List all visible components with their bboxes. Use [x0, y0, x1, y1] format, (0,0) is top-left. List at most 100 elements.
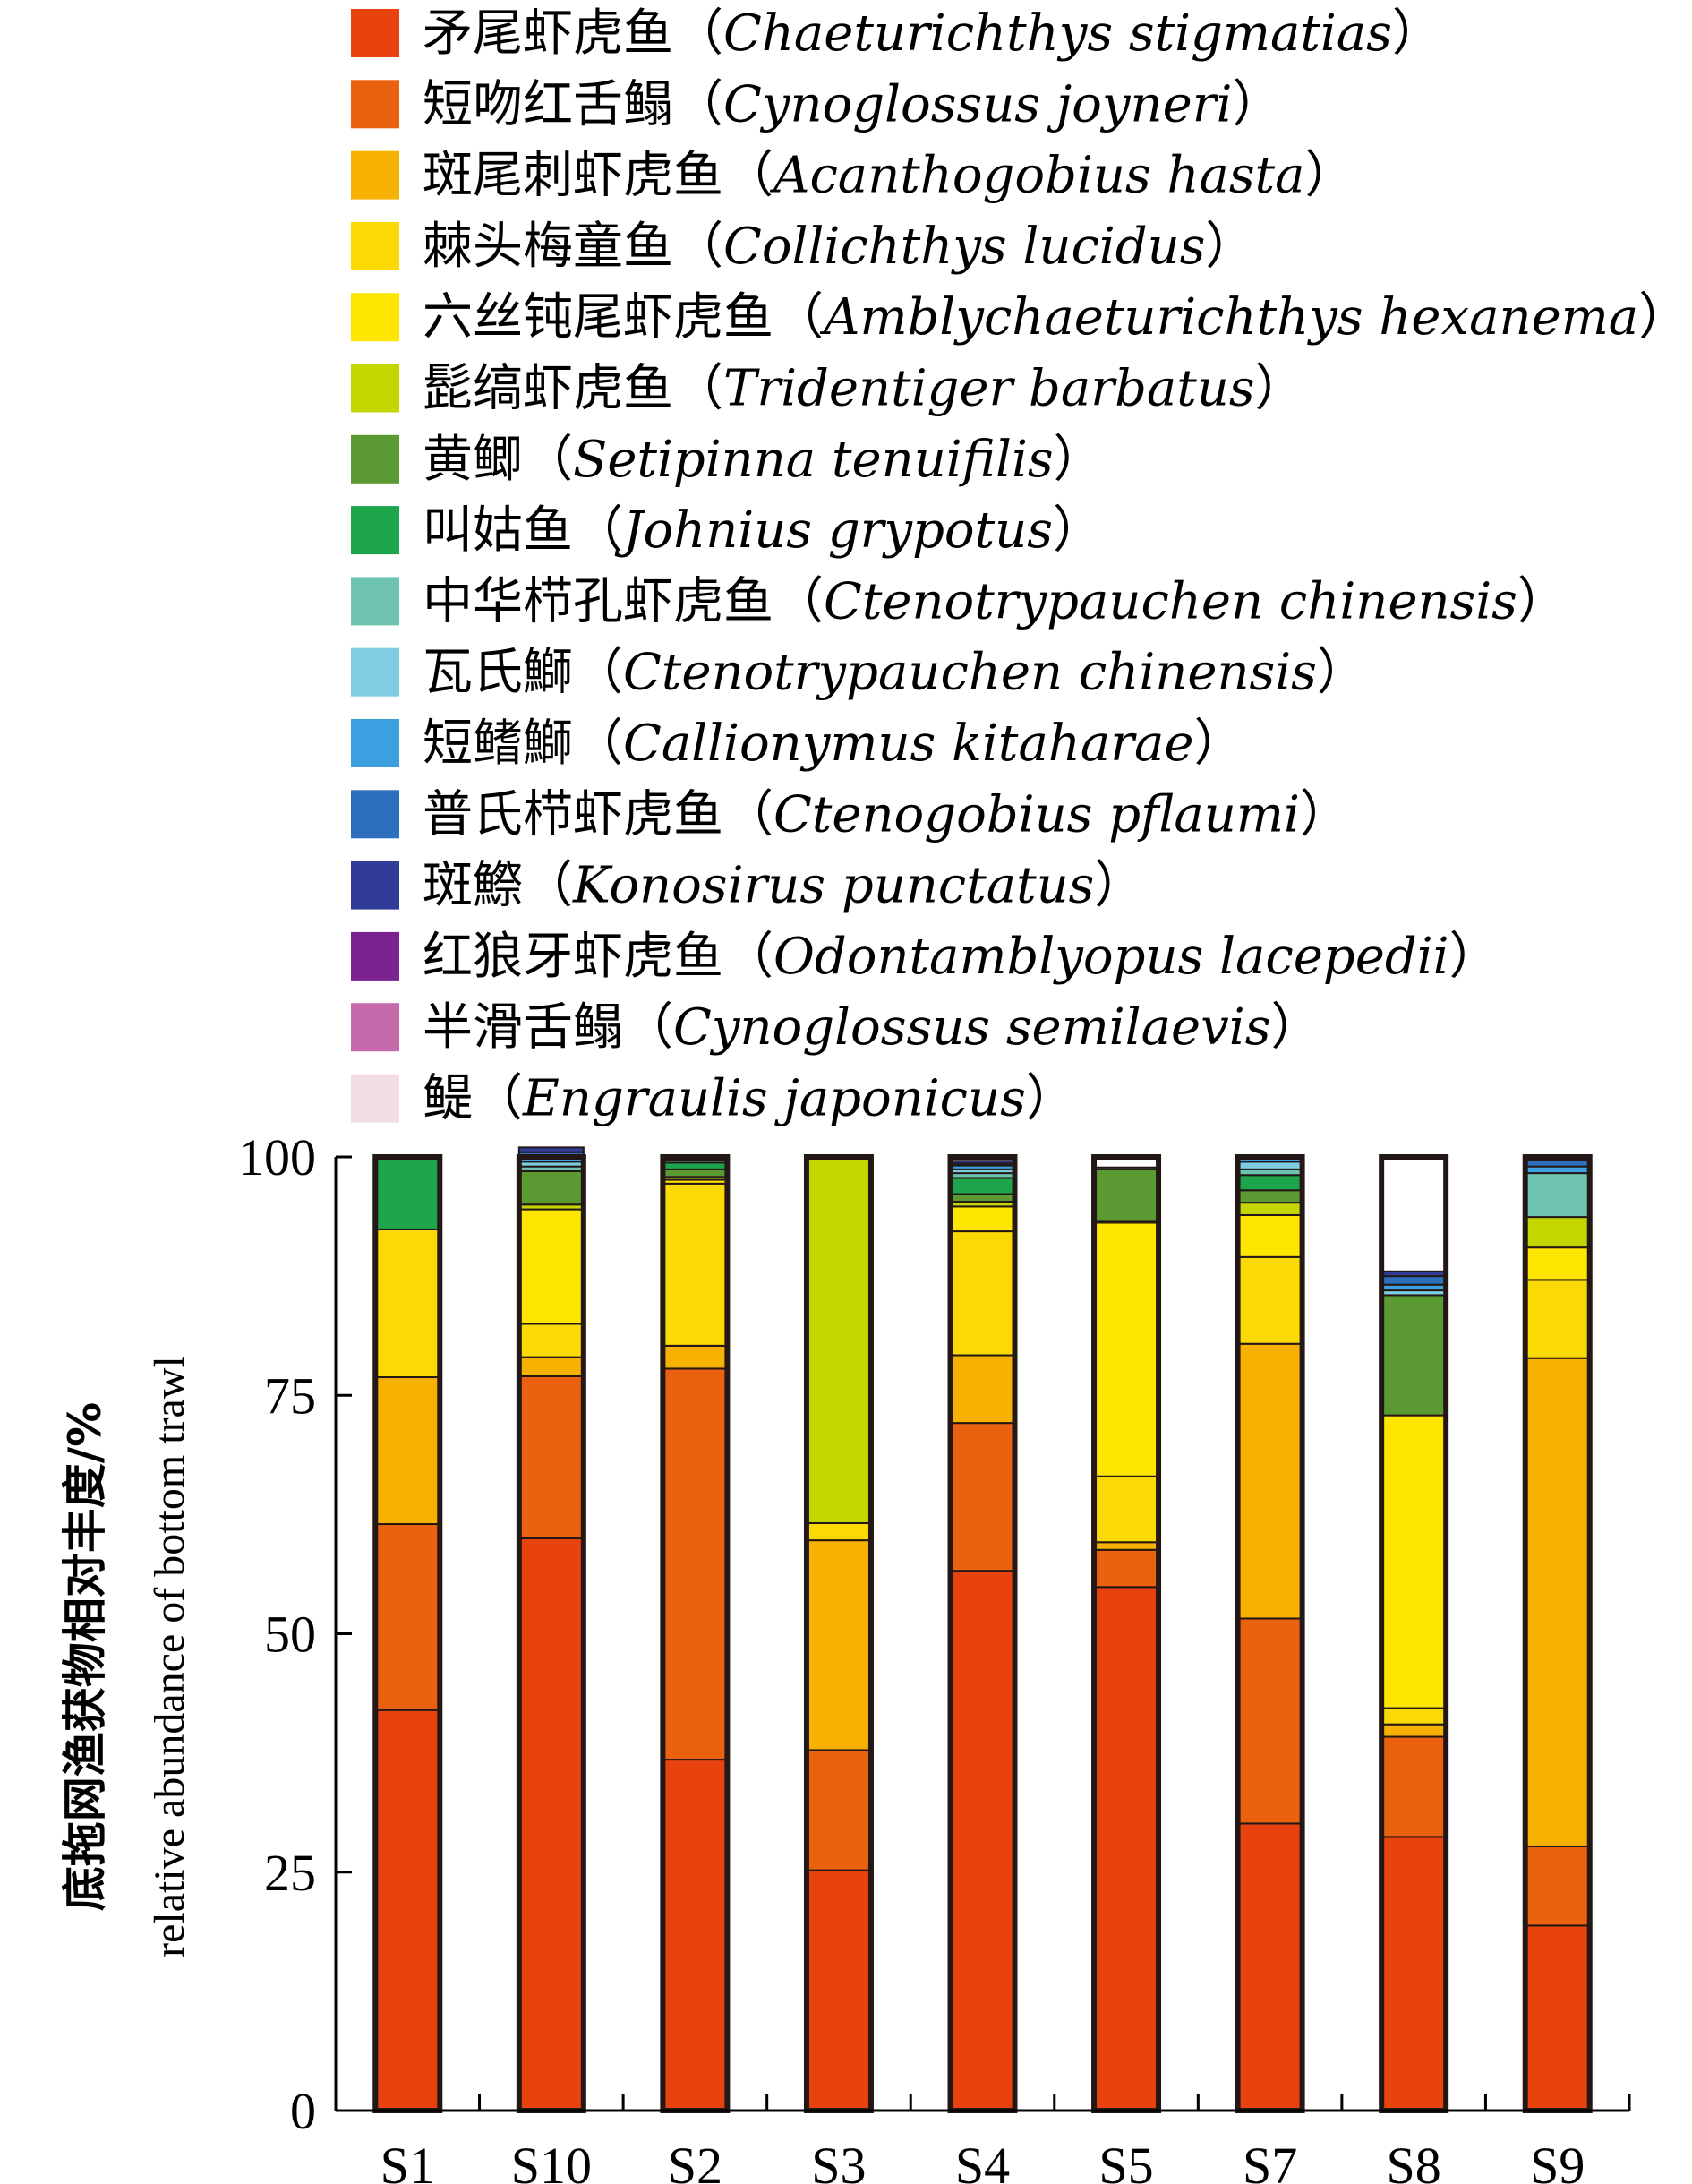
- legend-item: 髭缟虾虎鱼（Tridentiger barbatus）: [351, 360, 1305, 418]
- bar-segment: [1524, 1172, 1591, 1219]
- legend-label: 半滑舌鳎（Cynoglossus semilaevis）: [423, 998, 1320, 1057]
- bar-segment: [949, 1570, 1016, 2111]
- legend-label-sci: Cynoglossus semilaevis: [673, 998, 1270, 1057]
- legend-label: 短吻红舌鳎（Cynoglossus joyneri）: [423, 75, 1282, 133]
- legend-swatch: [351, 434, 399, 484]
- bar-segment: [1524, 1159, 1591, 1168]
- legend-label-sci: Cynoglossus joyneri: [723, 75, 1232, 133]
- legend-label: 棘头梅童鱼（Collichthys lucidus）: [423, 218, 1255, 276]
- bar-segment: [949, 1230, 1016, 1357]
- legend-label-sci: Collichthys lucidus: [723, 218, 1205, 276]
- legend-label-sci: Callionymus kitaharae: [623, 715, 1194, 773]
- legend-label-cn: 斑鰶（: [423, 857, 573, 915]
- legend-item: 短吻红舌鳎（Cynoglossus joyneri）: [351, 75, 1282, 133]
- bar-segment: [949, 1193, 1016, 1203]
- bar-segment: [374, 1523, 441, 1711]
- legend-label-cn: 红狼牙虾虎鱼（: [423, 928, 773, 986]
- legend-label-cn: 矛尾虾虎鱼（: [423, 4, 723, 63]
- bar-segment: [949, 1422, 1016, 1572]
- x-tick-label: S10: [511, 2137, 592, 2184]
- bar-segment: [1524, 1246, 1591, 1281]
- bar-segment: [517, 1169, 585, 1206]
- bar-stack-s9: [1522, 1154, 1593, 2113]
- legend-item: 黄鲫（Setipinna tenuifilis）: [351, 431, 1104, 489]
- legend-swatch: [351, 861, 399, 910]
- legend-label-sci: Ctenotrypauchen chinensis: [824, 572, 1517, 630]
- bar-segment: [949, 1205, 1016, 1233]
- legend-label: 黄鲫（Setipinna tenuifilis）: [423, 431, 1104, 489]
- legend-swatch: [351, 364, 399, 413]
- bar-segment: [805, 1869, 872, 2112]
- bar-segment: [662, 1182, 729, 1347]
- legend-label-sci: Chaeturichthys stigmatias: [723, 4, 1392, 63]
- legend-swatch: [351, 719, 399, 767]
- legend-item: 斑鰶（Konosirus punctatus）: [351, 857, 1144, 915]
- bar-stack-s7: [1235, 1154, 1305, 2113]
- x-tick-label: S7: [1243, 2137, 1297, 2184]
- bar-segment: [374, 1156, 441, 1230]
- bar-segment: [949, 1354, 1016, 1425]
- legend-label: 六丝钝尾虾虎鱼（Amblychaeturichthys hexanema）: [423, 288, 1688, 347]
- bar-stack-s3: [803, 1154, 874, 2113]
- y-axis-label: 底拖网渔获物相对丰度/% relative abundance of botto…: [59, 1356, 193, 1957]
- legend-label-close: ）: [1026, 1070, 1076, 1128]
- bar-segment: [1380, 1836, 1448, 2111]
- legend-label: 红狼牙虾虎鱼（Odontamblyopus lacepedii）: [423, 928, 1500, 986]
- legend-label-cn: 短鳍鰤（: [423, 715, 623, 773]
- bar-segment: [1524, 1279, 1591, 1359]
- legend-label-sci: Ctenogobius pflaumi: [773, 785, 1300, 844]
- x-tick-label: S9: [1530, 2137, 1585, 2184]
- bar-stack-s1: [372, 1154, 443, 2113]
- legend-swatch: [351, 293, 399, 342]
- bar-segment: [374, 1228, 441, 1379]
- legend-label: 中华栉孔虾虎鱼（Ctenotrypauchen chinensis）: [423, 572, 1568, 630]
- bar-segment: [1524, 1165, 1591, 1175]
- legend-label: 叫姑鱼（Johnius grypotus）: [423, 501, 1103, 560]
- legend-label-cn: 髭缟虾虎鱼（: [423, 360, 723, 418]
- y-axis-label-cn: 底拖网渔获物相对丰度/%: [59, 1402, 111, 1911]
- legend-label: 普氏栉虾虎鱼（Ctenogobius pflaumi）: [423, 785, 1350, 844]
- legend-label-close: ）: [1517, 572, 1568, 630]
- y-tick-label: 75: [264, 1366, 316, 1425]
- legend-item: 棘头梅童鱼（Collichthys lucidus）: [351, 218, 1255, 276]
- legend-item: 中华栉孔虾虎鱼（Ctenotrypauchen chinensis）: [351, 572, 1568, 630]
- bar-stack-s8: [1379, 1154, 1449, 2113]
- bar-segment: [1380, 1270, 1448, 1278]
- bar-segment: [805, 1521, 872, 1542]
- legend-label-close: ）: [1054, 431, 1104, 489]
- legend-label-cn: 普氏栉虾虎鱼（: [423, 785, 773, 844]
- plot-area: 0 25 50 75 100 S1 S10 S2 S3 S4 S5 S7 S8 S9: [238, 1128, 1631, 2184]
- legend-label-cn: 棘头梅童鱼（: [423, 218, 723, 276]
- legend-label-cn: 瓦氏鰤（: [423, 644, 623, 702]
- bar-segment: [1093, 1166, 1160, 1170]
- legend-label-sci: Tridentiger barbatus: [723, 360, 1255, 418]
- bar-segment: [517, 1356, 585, 1377]
- bar-segment: [1236, 1189, 1303, 1204]
- y-tick-label: 100: [238, 1128, 316, 1186]
- bar-segment: [517, 1208, 585, 1325]
- legend-swatch: [351, 1003, 399, 1052]
- bar-segment: [1093, 1168, 1160, 1223]
- legend-item: 六丝钝尾虾虎鱼（Amblychaeturichthys hexanema）: [351, 288, 1688, 347]
- legend-item: 短鳍鰤（Callionymus kitaharae）: [351, 715, 1244, 773]
- bar-segment: [662, 1759, 729, 2111]
- legend-swatch: [351, 221, 399, 270]
- legend-label: 斑尾刺虾虎鱼（Acanthogobius hasta）: [423, 147, 1355, 205]
- bar-segment: [1524, 1216, 1591, 1249]
- legend-label-cn: 黄鲫（: [423, 431, 573, 489]
- legend-label-cn: 中华栉孔虾虎鱼（: [423, 572, 824, 630]
- legend-label-sci: Setipinna tenuifilis: [573, 431, 1054, 489]
- legend-label-close: ）: [1392, 4, 1442, 63]
- bar-segment: [517, 1146, 585, 1153]
- legend-item: 普氏栉虾虎鱼（Ctenogobius pflaumi）: [351, 785, 1350, 844]
- bar-segment: [1093, 1548, 1160, 1589]
- legend-item: 叫姑鱼（Johnius grypotus）: [351, 501, 1103, 560]
- x-tick-label: S1: [380, 2137, 435, 2184]
- bar-segment: [1093, 1475, 1160, 1544]
- legend-label: 鳀（Engraulis japonicus）: [423, 1070, 1076, 1128]
- bar-segment: [1236, 1342, 1303, 1620]
- x-tick-label: S4: [955, 2137, 1010, 2184]
- legend-label-cn: 鳀（: [423, 1070, 523, 1128]
- legend: 矛尾虾虎鱼（Chaeturichthys stigmatias）短吻红舌鳎（Cy…: [351, 4, 1688, 1128]
- bar-segment: [805, 1156, 872, 1524]
